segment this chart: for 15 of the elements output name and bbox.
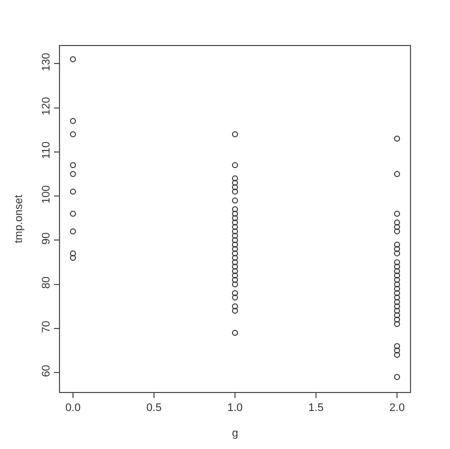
y-tick-label: 100 [40,185,53,204]
y-tick-label: 120 [40,96,53,116]
y-tick-label: 130 [40,52,53,72]
x-tick-label: 1.5 [308,402,324,414]
x-tick-label: 0.5 [146,402,162,414]
y-axis-title: tmp.onset [13,194,26,244]
x-tick-label: 0.0 [65,402,81,414]
y-tick-label: 60 [40,364,53,378]
x-axis-title: g [232,427,238,440]
y-tick-label: 70 [40,320,53,333]
x-tick-label: 1.0 [227,402,243,414]
x-tick-label: 2.0 [389,402,405,414]
y-tick-label: 80 [40,276,53,289]
y-tick-label: 90 [40,232,53,245]
y-tick-label: 110 [40,141,53,160]
